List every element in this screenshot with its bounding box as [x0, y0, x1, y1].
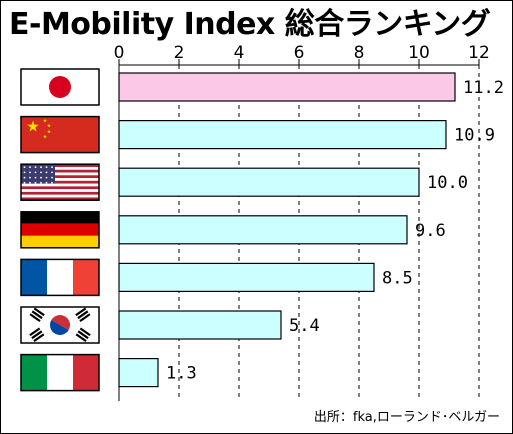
source-note: 出所：fka,ローランド･ベルガー: [313, 410, 500, 425]
tick-label-0: 0: [114, 43, 125, 63]
france-flag-icon: [20, 258, 100, 297]
bar-4: [118, 262, 375, 292]
japan-flag-icon: [20, 68, 100, 106]
tick-label-12: 12: [468, 43, 490, 63]
tick-label-2: 2: [174, 43, 185, 63]
tick-label-8: 8: [354, 43, 365, 63]
tick-label-4: 4: [234, 43, 245, 63]
chart-title: E-Mobility Index 総合ランキング: [9, 7, 491, 42]
bar-6: [118, 358, 159, 388]
bar-0: [118, 72, 456, 102]
value-label-3: 9.6: [415, 221, 446, 241]
china-flag-icon: [20, 115, 100, 154]
bars: [118, 72, 456, 388]
south-korea-flag-icon: [20, 306, 100, 344]
usa-flag-icon: [20, 163, 100, 201]
bar-5: [118, 310, 282, 340]
country-flags: [20, 68, 100, 392]
tick-label-6: 6: [294, 43, 305, 63]
value-label-2: 10.0: [427, 173, 468, 193]
value-label-5: 5.4: [289, 316, 320, 336]
bar-3: [118, 215, 408, 245]
value-label-6: 1.3: [166, 364, 197, 384]
bar-2: [118, 167, 420, 197]
bar-1: [118, 119, 447, 150]
italy-flag-icon: [20, 353, 100, 392]
value-label-0: 11.2: [463, 78, 504, 98]
value-label-1: 10.9: [454, 126, 495, 146]
tick-label-10: 10: [408, 43, 430, 63]
tick-labels: 0 2 4 6 8 10 12: [114, 43, 490, 65]
value-labels: 11.2 10.9 10.0 9.6 8.5 5.4 1.3: [166, 78, 504, 384]
value-label-4: 8.5: [382, 268, 413, 288]
germany-flag-icon: [20, 211, 100, 249]
